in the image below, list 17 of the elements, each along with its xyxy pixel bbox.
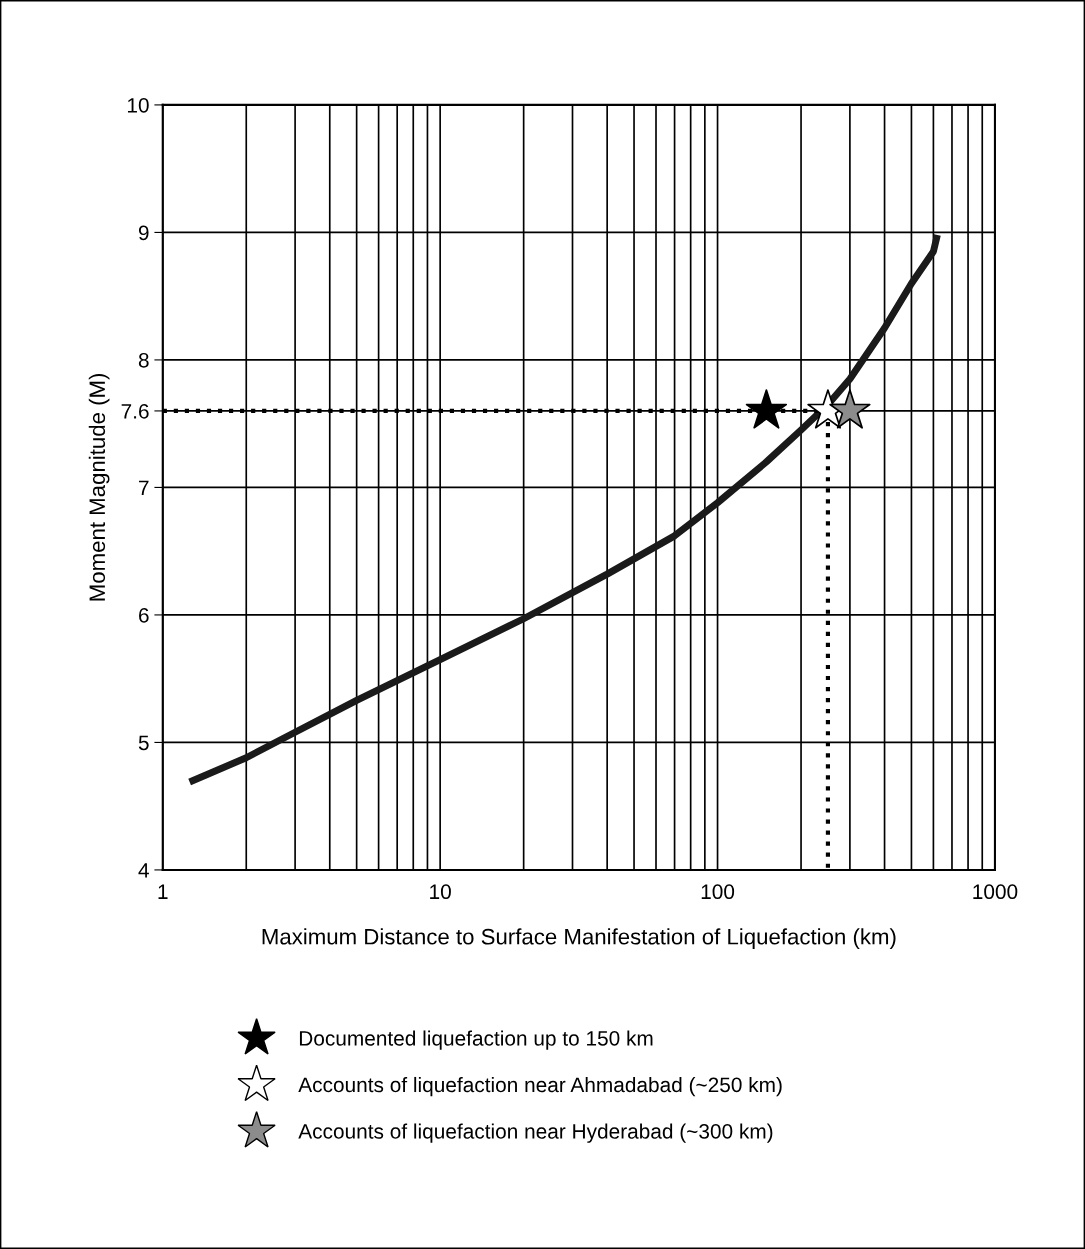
y-tick-label: 5	[138, 735, 149, 751]
x-tick-label: 1	[158, 884, 168, 899]
x-tick-label: 100	[701, 884, 735, 900]
legend-label: Accounts of liquefaction near Hyderabad (~300 km)	[298, 1123, 773, 1143]
y-tick-label: 8	[138, 352, 149, 368]
legend-label: Accounts of liquefaction near Ahmadabad (~250 km)	[298, 1076, 782, 1097]
x-tick-label: 10	[430, 884, 451, 900]
y-tick-label: 7	[139, 480, 149, 495]
legend-label: Documented liquefaction up to 150 km	[299, 1030, 653, 1050]
x-tick-label: 1000	[973, 884, 1018, 900]
y-tick-label: 4	[138, 863, 149, 878]
y-tick-label: 6	[139, 607, 149, 623]
y-axis-title: Moment Magnitude (M)	[88, 373, 110, 601]
y-tick-label: 7.6	[121, 403, 149, 419]
y-tick-label: 10	[127, 97, 149, 113]
y-tick-label: 9	[138, 225, 149, 241]
x-axis-title: Maximum Distance to Surface Manifestation of Liquefaction (km)	[262, 928, 896, 949]
